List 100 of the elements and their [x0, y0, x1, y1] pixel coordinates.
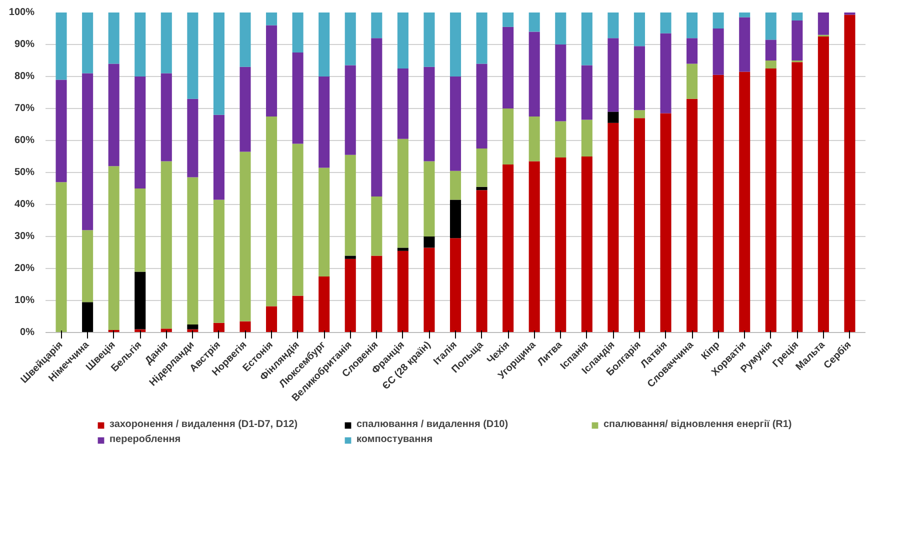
bar	[608, 122, 619, 332]
bar	[240, 152, 251, 322]
bar	[134, 76, 146, 188]
bar	[292, 52, 304, 144]
bar	[240, 12, 251, 67]
y-tick-label: 90%	[14, 39, 35, 50]
bar	[634, 118, 645, 332]
bar	[476, 148, 488, 187]
bar	[712, 12, 724, 28]
bar	[555, 12, 566, 44]
bar	[397, 68, 408, 139]
bar	[240, 321, 251, 332]
bar	[712, 28, 724, 75]
bar	[292, 296, 304, 332]
bar	[397, 12, 408, 68]
bar	[134, 12, 146, 76]
bar	[424, 161, 435, 236]
bar	[502, 12, 514, 27]
bar	[424, 12, 435, 67]
bar	[450, 12, 462, 76]
bar	[424, 236, 435, 248]
bar	[528, 116, 540, 162]
bar	[502, 26, 514, 108]
y-tick-label: 20%	[14, 263, 35, 274]
bar	[555, 157, 566, 332]
bar	[581, 156, 592, 332]
bar	[739, 17, 750, 72]
bar	[476, 190, 488, 332]
bar	[187, 98, 198, 178]
bar	[476, 186, 488, 190]
bar	[634, 46, 645, 110]
bar	[318, 76, 330, 168]
bar	[660, 12, 672, 34]
bar	[660, 33, 672, 114]
y-tick-label: 40%	[14, 199, 35, 210]
bar	[450, 76, 462, 171]
bar	[792, 62, 803, 332]
bar	[765, 12, 776, 40]
y-tick-label: 0%	[20, 327, 35, 338]
bar	[634, 12, 645, 46]
bar	[318, 12, 330, 76]
bar	[792, 12, 803, 20]
bar	[450, 170, 462, 200]
bar	[108, 12, 120, 64]
y-tick-label: 10%	[14, 295, 35, 306]
bar	[765, 40, 776, 60]
bar	[660, 113, 672, 332]
legend-label: перероблення	[110, 434, 182, 445]
bar	[581, 120, 592, 156]
bar	[108, 166, 120, 330]
bar	[555, 121, 566, 158]
bar	[581, 65, 592, 120]
bar	[686, 64, 698, 99]
legend-label: спалювання/ відновлення енергії (R1)	[604, 419, 793, 430]
bar	[739, 72, 750, 332]
bar	[160, 73, 172, 162]
bar	[608, 112, 619, 123]
bar	[608, 12, 619, 38]
bar	[528, 12, 540, 32]
bar	[371, 196, 382, 256]
bar	[581, 12, 592, 66]
bar	[608, 38, 619, 112]
bar	[56, 80, 67, 182]
y-tick-label: 60%	[14, 135, 35, 146]
bar	[213, 322, 224, 332]
bar	[187, 177, 198, 324]
bar	[344, 258, 356, 332]
legend-label: спалювання / видалення (D10)	[356, 419, 510, 430]
bar	[318, 276, 330, 332]
bar	[318, 168, 330, 276]
legend-label: компостування	[356, 434, 434, 445]
y-tick-label: 80%	[14, 71, 35, 82]
bar	[213, 12, 224, 115]
bar	[555, 44, 566, 122]
bar	[502, 164, 514, 332]
bar	[371, 12, 382, 38]
bar	[424, 248, 435, 332]
bar	[56, 12, 67, 80]
bar	[344, 154, 356, 256]
legend-label: захоронення / видалення (D1-D7, D12)	[110, 419, 299, 430]
bar	[213, 114, 224, 200]
bar	[160, 12, 172, 74]
bar	[266, 12, 278, 26]
bar	[634, 110, 645, 118]
bar	[765, 60, 776, 68]
bar	[765, 68, 776, 332]
bar	[686, 98, 698, 332]
bar	[450, 200, 462, 238]
y-tick-label: 100%	[8, 7, 35, 18]
bar	[240, 66, 251, 152]
bar	[108, 64, 120, 166]
y-tick-label: 70%	[14, 103, 35, 114]
bar	[397, 248, 408, 251]
bar	[686, 12, 698, 38]
bar	[213, 200, 224, 323]
y-tick-label: 50%	[14, 167, 35, 178]
bar	[792, 20, 803, 60]
bar	[266, 25, 278, 116]
bar	[528, 161, 540, 332]
bar	[160, 161, 172, 329]
